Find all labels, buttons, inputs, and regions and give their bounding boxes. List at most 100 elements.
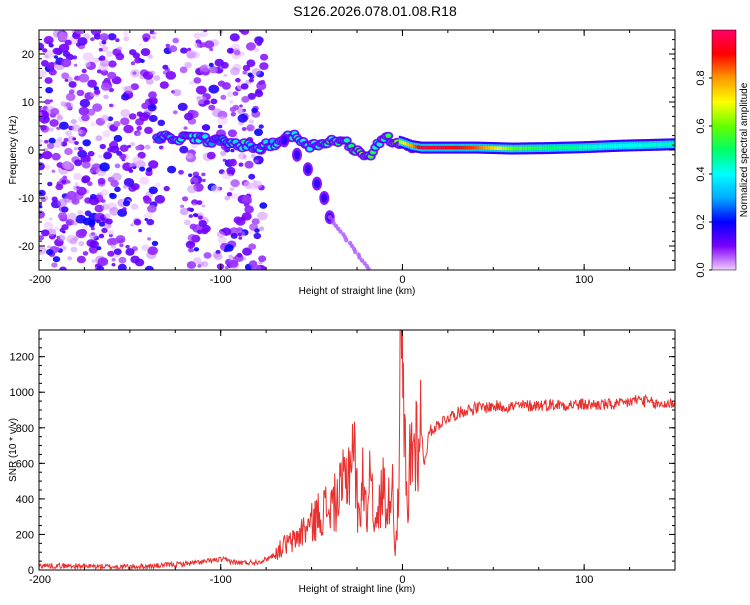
snr-y-label: SNR (10 * v/v) [8,418,19,482]
spectrogram-noise-blob [165,43,170,48]
spectrogram-noise-blob [254,40,259,44]
spectrogram-y-axis: -20 -10 0 10 20 [18,29,675,271]
spectrogram-band-core [616,144,620,148]
spectrogram-band-core [635,143,638,148]
spectrogram-noise-blob [193,77,202,84]
spectrogram-band-core [409,143,412,148]
spectrogram-noise-blob [228,159,238,167]
spectrogram-noise-blob [56,126,61,130]
spectrogram-noise-blob [229,187,235,192]
spectrogram-band-core [504,146,507,151]
spectrogram-noise-blob [260,79,266,85]
spectrogram-noise-blob [151,35,157,40]
spectrogram-noise-blob [88,232,98,240]
spectrogram-noise-blob [103,46,109,51]
spectrogram-noise-blob [115,38,120,43]
spectrogram-noise-blob [53,55,59,59]
spectrogram-noise-blob [201,261,209,268]
colorbar-gradient [712,30,736,270]
spectrogram-tail-blob [327,215,332,220]
spectrogram-band-core [638,143,641,147]
spectrogram-noise-blob [248,119,254,124]
spectrogram-branch-blob [304,164,311,174]
colorbar-tick-label: 0.6 [695,118,707,133]
spectrogram-noise-blob [57,234,66,242]
spectrogram-band-core [424,145,427,150]
spectrogram-noise-blob [96,69,102,74]
spectrogram-noise-blob [179,207,189,216]
spectrogram-noise-blob [220,61,229,69]
spectrogram-band-core [451,145,454,150]
spectrogram-band-core [595,144,598,149]
spectrogram-noise-blob [90,121,96,127]
spectrogram-noise-blob [82,52,94,62]
spectrogram-noise-blob [48,217,53,221]
spectrogram-band-core [600,144,603,149]
spectrogram-noise-blob [103,77,111,84]
spectrogram-band-core [487,146,490,150]
spectrogram-noise-blob [182,196,189,202]
spectrogram-noise-blob [185,240,196,249]
spectrogram-noise-blob [42,195,49,201]
spectrogram-noise-blob [73,146,78,151]
spectrogram-band-core [591,145,594,149]
spectrogram-band-core [402,141,405,145]
spectrogram-band-core [453,145,456,150]
spectrogram-noise-blob [76,255,86,264]
spectrogram-noise-blob [74,141,79,145]
spectrogram-band-core [407,143,411,147]
spectrogram-noise-blob [39,70,47,78]
spectrogram-noise-blob [124,85,134,94]
spectrogram-noise-blob [193,213,199,218]
spectrogram-noise-blob [110,145,120,154]
spectrogram-band-core [515,146,518,151]
spectrogram-band-core [440,145,443,150]
spectrogram-band-core [656,142,659,147]
spectrogram-noise-blob [81,130,86,134]
spectrogram-noise-blob [81,161,91,169]
spectrogram-band-core [582,145,585,149]
spectrogram-noise-blob [72,137,77,141]
spectrogram-noise-blob [100,114,110,122]
spectrogram-noise-blob [140,59,145,63]
spectrogram-noise-blob [60,58,72,68]
spectrogram-band-core [564,145,567,150]
spectrogram-noise-blob [209,47,214,52]
spectrogram-noise-blob [151,240,159,247]
x-tick-label: 100 [575,574,593,586]
spectrogram-noise-blob [108,60,117,68]
spectrogram-noise-blob [230,232,238,239]
spectrogram-noise-blob [246,59,256,67]
spectrogram-noise-blob [243,65,248,69]
spectrogram-band-core [576,145,580,150]
spectrogram-noise-blob [241,212,252,221]
spectrogram-noise-blob [138,229,143,233]
spectrogram-noise-blob [109,193,117,200]
spectrogram-noise-blob [108,87,115,93]
spectrogram-noise-blob [117,46,122,51]
snr-series-line [39,330,675,570]
y-tick-label: 1000 [10,387,34,399]
spectrogram-noise-blob [240,83,249,90]
spectrogram-noise-blob [47,245,51,249]
spectrogram-noise-blob [188,173,193,177]
spectrogram-noise-blob [251,107,258,114]
spectrogram-band-core [589,145,592,149]
spectrogram-noise-blob [109,103,113,107]
spectrogram-noise-blob [87,150,95,157]
spectrogram-noise-blob [244,205,254,214]
spectrogram-noise-blob [252,179,258,184]
spectrogram-band-core [398,140,401,144]
spectrogram-band-core [522,146,525,151]
spectrogram-noise-blob [99,59,110,67]
spectrogram-band-core [586,145,589,149]
spectrogram-band-core [518,146,521,151]
spectrogram-noise-blob [128,168,134,173]
spectrogram-noise-blob [103,94,109,100]
spectrogram-noise-blob [107,71,117,80]
spectrogram-noise-blob [95,135,103,142]
spectrogram-band-core [618,144,621,148]
spectrogram-noise-blob [191,199,199,206]
spectrogram-band-core [640,143,643,147]
